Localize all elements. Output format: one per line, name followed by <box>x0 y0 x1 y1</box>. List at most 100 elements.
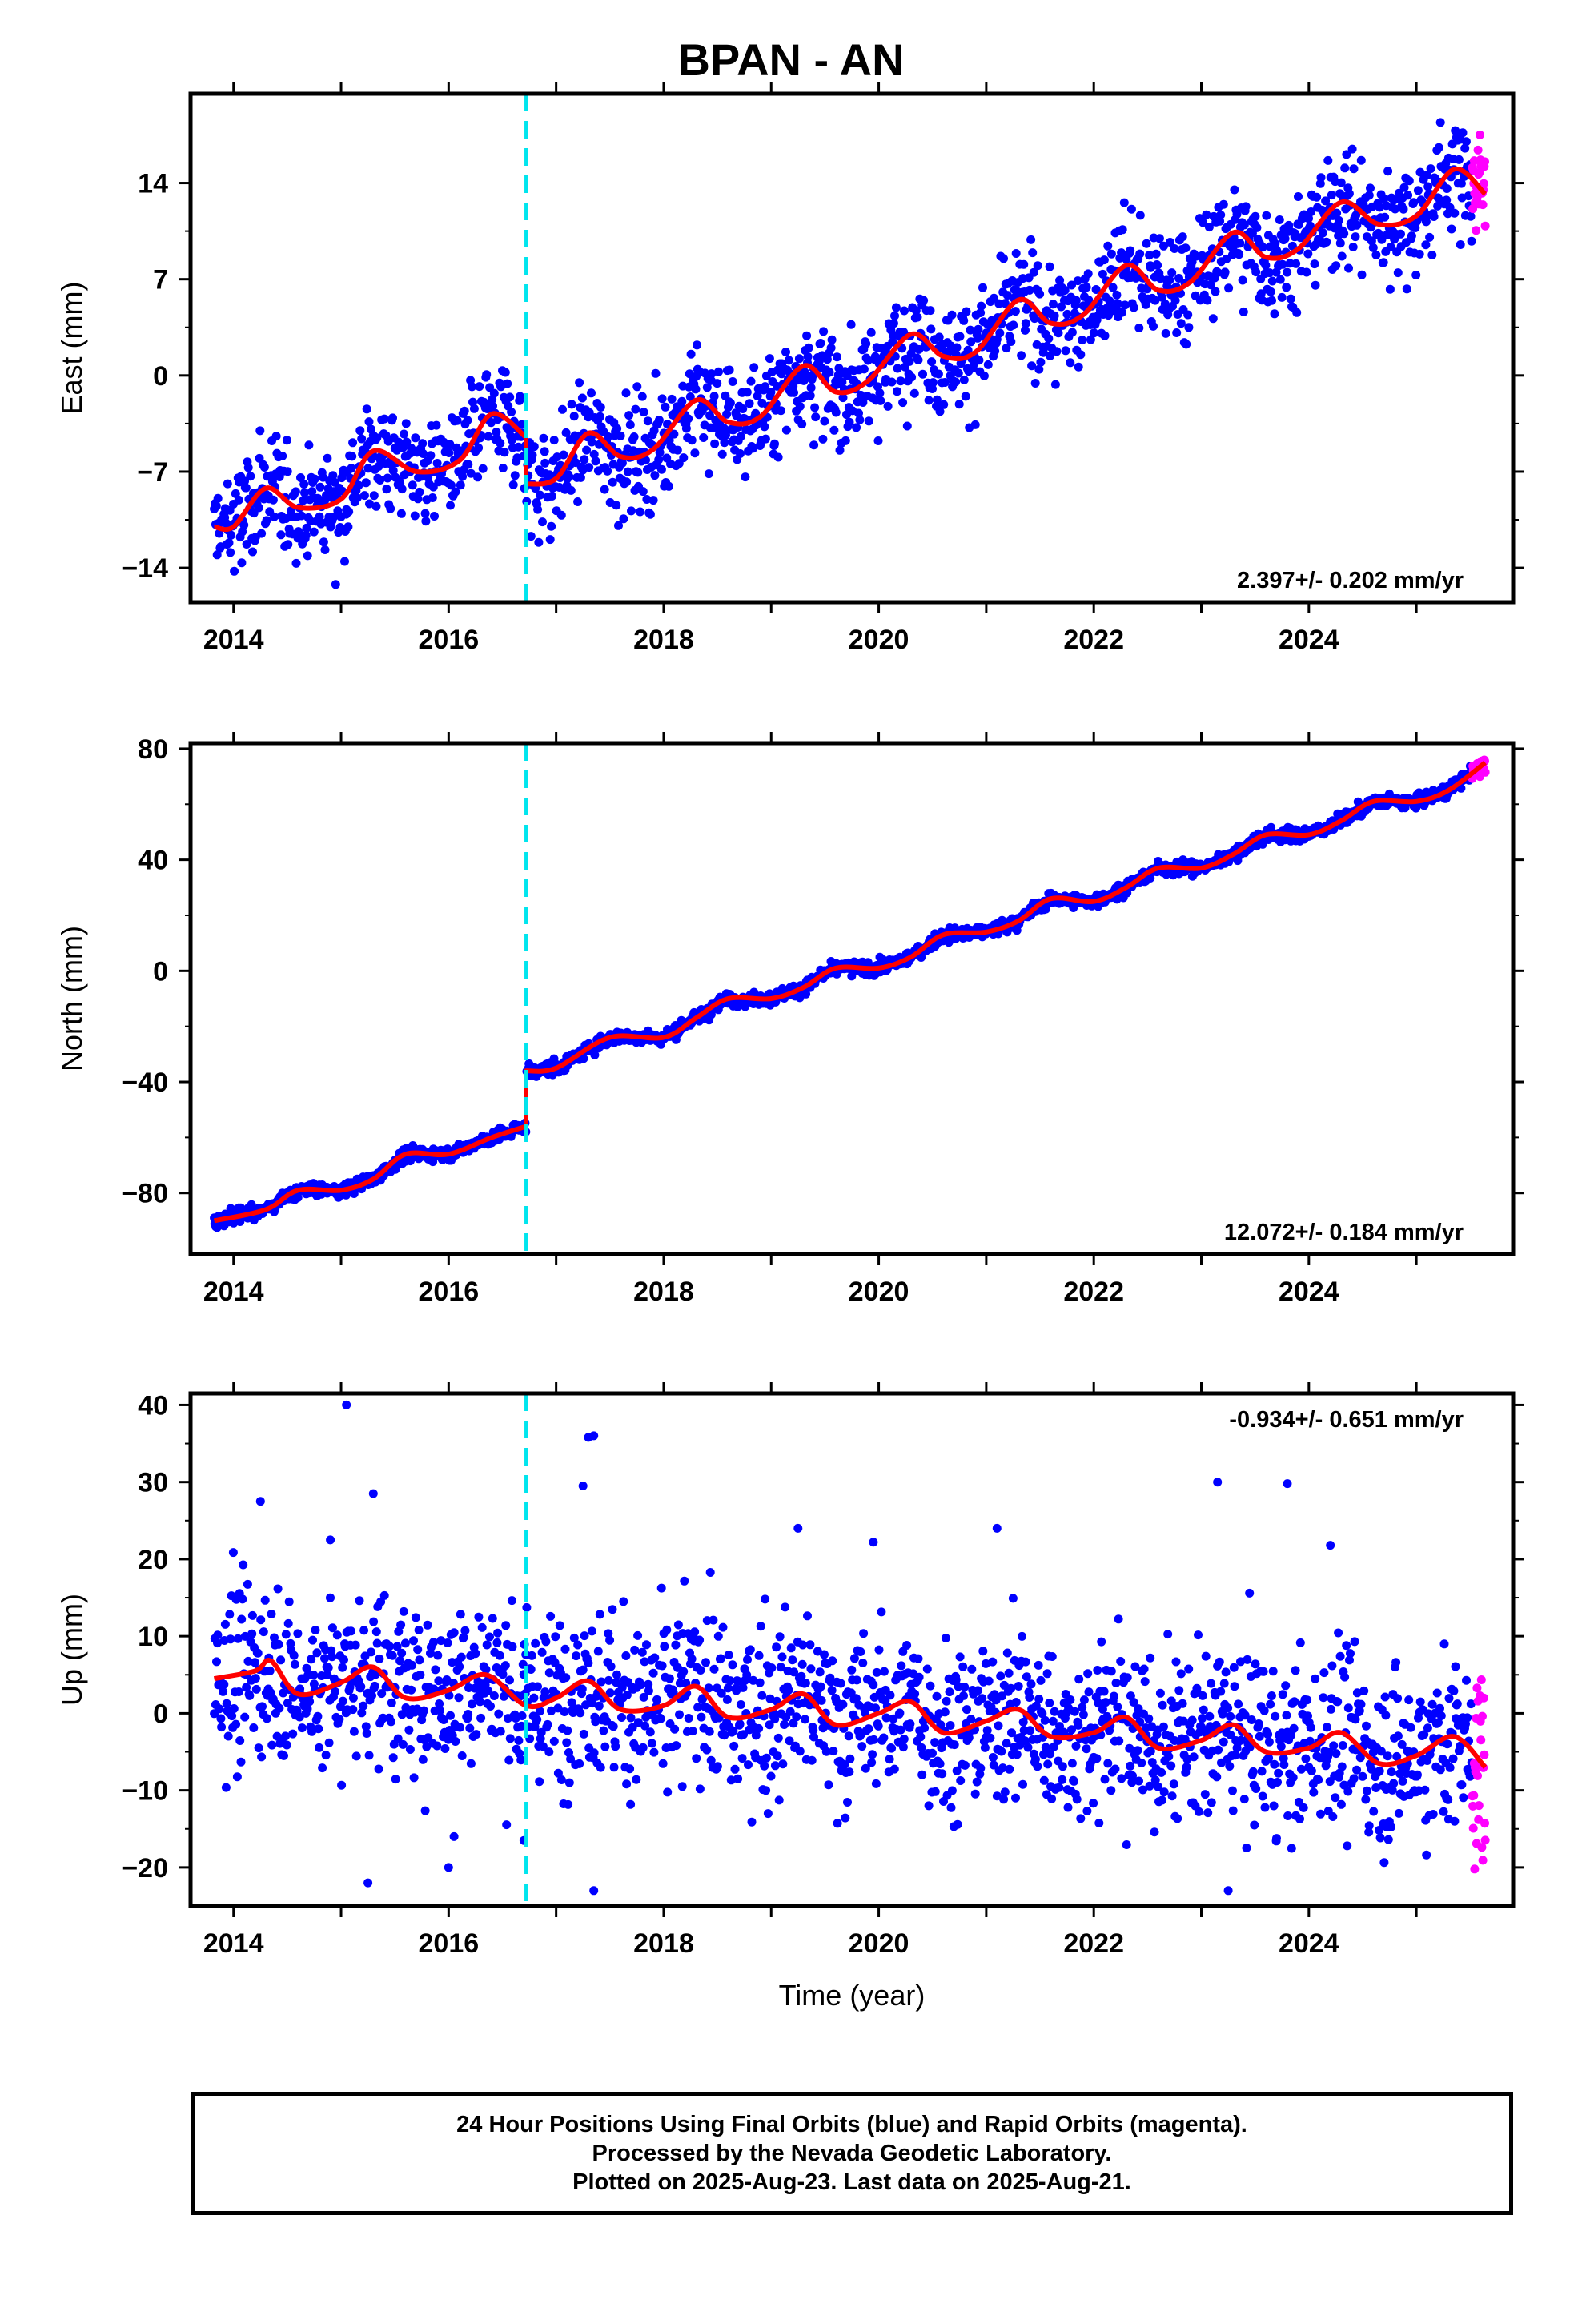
final-orbit-point <box>774 1795 784 1805</box>
final-orbit-point <box>1327 191 1336 200</box>
final-orbit-point <box>255 426 265 436</box>
final-orbit-point <box>990 346 1000 356</box>
final-orbit-point <box>433 1651 443 1660</box>
final-orbit-point <box>313 1711 323 1721</box>
final-orbit-point <box>1235 250 1244 259</box>
final-orbit-point <box>540 447 549 456</box>
final-orbit-point <box>1099 1687 1109 1696</box>
final-orbit-point <box>870 352 880 361</box>
final-orbit-point <box>436 1706 444 1715</box>
final-orbit-point <box>1342 150 1351 159</box>
final-orbit-point <box>1283 267 1292 277</box>
final-orbit-point <box>1110 1764 1120 1774</box>
final-orbit-point <box>736 449 745 458</box>
final-orbit-point <box>766 1771 776 1781</box>
final-orbit-point <box>1255 1731 1264 1741</box>
final-orbit-point <box>1134 324 1144 332</box>
final-orbit-point <box>247 1629 257 1638</box>
final-orbit-point <box>999 254 1008 263</box>
final-orbit-point <box>1116 1657 1126 1666</box>
final-orbit-point <box>934 369 943 379</box>
final-orbit-point <box>458 472 468 481</box>
final-orbit-point <box>1292 308 1302 317</box>
final-orbit-point <box>492 428 501 437</box>
final-orbit-point <box>315 482 325 492</box>
final-orbit-point <box>517 420 527 429</box>
final-orbit-point <box>1052 347 1062 356</box>
final-orbit-point <box>254 1743 263 1753</box>
final-orbit-point <box>669 1688 678 1697</box>
final-orbit-point <box>488 401 497 411</box>
final-orbit-point <box>1146 874 1155 883</box>
final-orbit-point <box>820 416 829 426</box>
final-orbit-point <box>1421 240 1431 250</box>
final-orbit-point <box>970 1789 980 1799</box>
final-orbit-point <box>631 404 640 414</box>
x-tick-label: 2018 <box>633 625 694 655</box>
final-orbit-point <box>1126 1761 1135 1771</box>
final-orbit-point <box>473 472 483 482</box>
final-orbit-point <box>475 382 484 392</box>
final-orbit-point <box>464 460 473 469</box>
data-points <box>210 1400 1490 1896</box>
final-orbit-point <box>1219 1679 1229 1688</box>
final-orbit-point <box>303 1704 312 1714</box>
final-orbit-point <box>348 1693 358 1703</box>
final-orbit-point <box>326 1593 335 1602</box>
final-orbit-point <box>745 399 754 408</box>
final-orbit-point <box>545 535 555 545</box>
final-orbit-point <box>624 411 634 420</box>
final-orbit-point <box>722 409 732 419</box>
final-orbit-point <box>1172 328 1182 337</box>
final-orbit-point <box>717 1688 726 1698</box>
final-orbit-point <box>617 458 627 468</box>
final-orbit-point <box>468 1699 476 1709</box>
final-orbit-point <box>959 1691 968 1700</box>
final-orbit-point <box>1113 299 1122 308</box>
final-orbit-point <box>447 480 456 490</box>
final-orbit-point <box>710 439 720 448</box>
final-orbit-point <box>998 1691 1006 1701</box>
final-orbit-point <box>612 1670 621 1679</box>
final-orbit-point <box>1002 1648 1012 1658</box>
final-orbit-point <box>897 1661 906 1671</box>
final-orbit-point <box>1226 1711 1235 1721</box>
final-orbit-point <box>1004 1668 1014 1678</box>
final-orbit-point <box>1456 240 1465 249</box>
final-orbit-point <box>955 1652 965 1662</box>
final-orbit-point <box>374 1764 383 1774</box>
final-orbit-point <box>1086 335 1095 344</box>
final-orbit-point <box>276 1655 286 1665</box>
final-orbit-point <box>386 504 396 513</box>
final-orbit-point <box>388 413 397 423</box>
final-orbit-point <box>494 1709 504 1719</box>
final-orbit-point <box>477 1622 487 1632</box>
final-orbit-point <box>466 1759 476 1768</box>
final-orbit-point <box>828 1656 837 1666</box>
final-orbit-point <box>647 1739 656 1748</box>
final-orbit-point <box>1046 351 1055 360</box>
final-orbit-point <box>1267 296 1276 305</box>
final-orbit-point <box>428 493 437 502</box>
final-orbit-point <box>435 1699 444 1708</box>
final-orbit-point <box>889 319 898 328</box>
x-tick-label: 2022 <box>1063 1277 1124 1307</box>
final-orbit-point <box>899 328 909 336</box>
final-orbit-point <box>721 430 730 440</box>
final-orbit-point <box>387 1651 397 1660</box>
final-orbit-point <box>705 1727 714 1736</box>
final-orbit-point <box>1130 1662 1140 1671</box>
final-orbit-point <box>413 1645 423 1655</box>
final-orbit-point <box>1067 1725 1076 1735</box>
final-orbit-point <box>1039 1775 1049 1785</box>
final-orbit-point <box>684 414 693 424</box>
final-orbit-point <box>1163 1630 1173 1639</box>
final-orbit-point <box>745 1645 755 1655</box>
final-orbit-point <box>361 478 371 488</box>
final-orbit-point <box>1259 1667 1268 1676</box>
final-orbit-point <box>259 463 269 472</box>
final-orbit-point <box>242 540 251 549</box>
final-orbit-point <box>246 472 255 481</box>
final-orbit-point <box>838 1699 848 1709</box>
final-orbit-point <box>338 1696 347 1706</box>
